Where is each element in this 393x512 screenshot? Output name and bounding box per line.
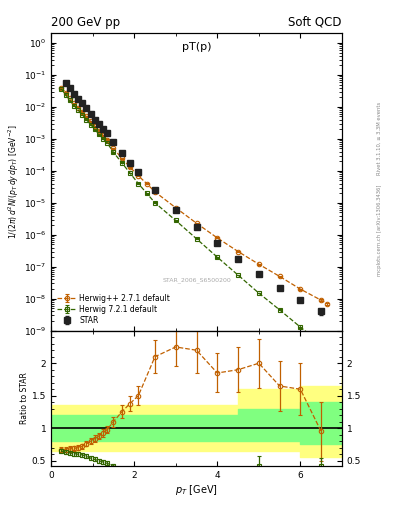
Y-axis label: $1/(2\pi)\,d^2N/(p_T\,dy\,dp_T)$ [GeV$^{-2}$]: $1/(2\pi)\,d^2N/(p_T\,dy\,dp_T)$ [GeV$^{… [7, 125, 21, 239]
Text: Rivet 3.1.10, ≥ 3.3M events: Rivet 3.1.10, ≥ 3.3M events [377, 101, 382, 175]
Text: STAR_2006_S6500200: STAR_2006_S6500200 [162, 278, 231, 283]
Text: pT(p): pT(p) [182, 42, 211, 52]
Text: 200 GeV pp: 200 GeV pp [51, 16, 120, 29]
Text: Soft QCD: Soft QCD [288, 16, 342, 29]
Text: mcplots.cern.ch [arXiv:1306.3436]: mcplots.cern.ch [arXiv:1306.3436] [377, 185, 382, 276]
X-axis label: $p_T$ [GeV]: $p_T$ [GeV] [175, 482, 218, 497]
Legend: Herwig++ 2.7.1 default, Herwig 7.2.1 default, STAR: Herwig++ 2.7.1 default, Herwig 7.2.1 def… [55, 291, 173, 327]
Y-axis label: Ratio to STAR: Ratio to STAR [20, 372, 29, 424]
